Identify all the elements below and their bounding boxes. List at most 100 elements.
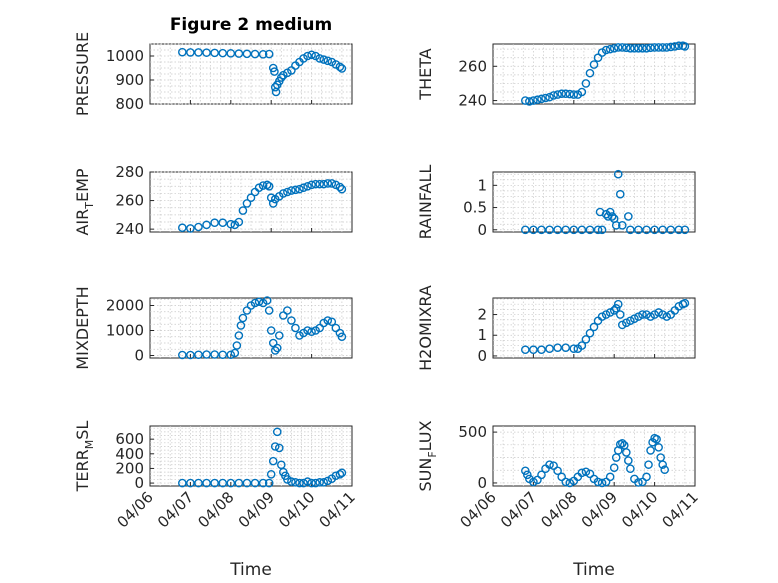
x-tick-label: 04/06 bbox=[114, 488, 157, 531]
data-point bbox=[593, 225, 603, 235]
y-axis-label: MIXDEPTH bbox=[73, 286, 92, 369]
data-point bbox=[178, 350, 187, 360]
y-tick-label: 800 bbox=[115, 95, 144, 113]
data-point bbox=[230, 348, 240, 358]
x-axis-label-right: Time bbox=[572, 560, 615, 580]
data-point bbox=[529, 345, 538, 355]
data-point bbox=[569, 225, 579, 235]
data-point bbox=[287, 316, 296, 325]
subplot-air-temp: 240 260 280 AIRTEMP bbox=[73, 163, 353, 238]
data-point bbox=[605, 44, 615, 54]
data-point bbox=[652, 434, 661, 444]
y-tick-label: 0.5 bbox=[463, 199, 487, 217]
data-point bbox=[533, 475, 542, 485]
data-point bbox=[613, 299, 623, 309]
y-tick-label: 400 bbox=[115, 445, 144, 463]
y-tick-label: 600 bbox=[115, 430, 144, 448]
data-point bbox=[270, 67, 279, 76]
data-point bbox=[272, 343, 282, 353]
data-point bbox=[615, 310, 625, 319]
data-point bbox=[210, 478, 219, 488]
data-point bbox=[650, 43, 659, 52]
data-point bbox=[674, 41, 684, 51]
data-point bbox=[634, 225, 643, 235]
data-point bbox=[561, 89, 571, 99]
data-point bbox=[274, 443, 284, 453]
data-point bbox=[642, 472, 651, 482]
data-point bbox=[262, 180, 272, 190]
x-tick-label: 04/06 bbox=[457, 488, 500, 531]
data-point bbox=[323, 56, 333, 66]
data-point bbox=[589, 322, 599, 332]
data-point bbox=[264, 306, 274, 315]
data-point bbox=[521, 345, 530, 355]
data-point bbox=[268, 456, 278, 466]
data-point bbox=[607, 212, 617, 221]
data-point bbox=[601, 310, 611, 319]
y-axis-label: PRESSURE bbox=[73, 32, 92, 116]
data-point bbox=[234, 49, 244, 58]
data-point bbox=[291, 478, 300, 487]
data-point bbox=[638, 43, 647, 53]
data-point bbox=[276, 73, 286, 82]
data-point bbox=[266, 193, 276, 203]
data-point bbox=[307, 478, 316, 488]
data-point bbox=[264, 49, 274, 59]
data-point bbox=[680, 225, 690, 235]
data-point bbox=[272, 427, 282, 437]
data-point bbox=[210, 350, 219, 359]
data-point bbox=[646, 312, 655, 321]
data-point bbox=[299, 183, 308, 193]
x-tick-label: 04/08 bbox=[194, 488, 237, 531]
data-point bbox=[638, 477, 647, 487]
y-tick-label: 1000 bbox=[106, 322, 144, 340]
data-point bbox=[658, 460, 667, 469]
data-point bbox=[585, 68, 595, 78]
x-axis-label-left: Time bbox=[229, 560, 272, 580]
data-point bbox=[626, 225, 635, 235]
x-tick-label: 04/10 bbox=[618, 488, 661, 531]
data-point bbox=[642, 225, 651, 235]
data-point bbox=[323, 316, 333, 325]
data-point bbox=[270, 346, 280, 355]
data-point bbox=[178, 47, 187, 57]
data-point bbox=[537, 345, 546, 355]
data-point bbox=[307, 50, 316, 60]
data-point bbox=[232, 341, 242, 350]
data-point bbox=[311, 478, 320, 488]
data-point bbox=[622, 318, 631, 328]
data-point bbox=[274, 331, 284, 340]
data-point bbox=[553, 90, 562, 99]
y-tick-label: 1 bbox=[477, 176, 487, 194]
data-point bbox=[250, 49, 260, 59]
y-tick-label: 1 bbox=[477, 326, 487, 344]
data-point bbox=[658, 43, 667, 52]
data-point bbox=[202, 48, 211, 57]
data-point bbox=[238, 313, 248, 323]
data-point bbox=[658, 310, 667, 319]
data-point bbox=[585, 469, 595, 479]
data-point bbox=[266, 326, 276, 335]
data-point bbox=[638, 310, 647, 319]
data-point bbox=[593, 477, 603, 487]
data-point bbox=[630, 43, 639, 53]
data-point bbox=[626, 43, 635, 53]
data-point bbox=[226, 350, 236, 360]
y-axis-label: SUNFLUX bbox=[416, 420, 439, 491]
data-point bbox=[670, 42, 680, 51]
data-point bbox=[646, 43, 655, 53]
data-point bbox=[605, 308, 615, 317]
y-axis-label: RAINFALL bbox=[416, 165, 435, 240]
data-point bbox=[525, 97, 534, 106]
data-point bbox=[291, 323, 300, 333]
data-point bbox=[617, 221, 627, 230]
data-point bbox=[218, 350, 228, 360]
data-point bbox=[541, 93, 550, 103]
data-point bbox=[242, 478, 252, 488]
y-tick-label: 260 bbox=[115, 192, 144, 210]
data-point bbox=[549, 461, 558, 470]
data-point bbox=[617, 320, 627, 330]
data-point bbox=[674, 225, 684, 235]
data-point bbox=[622, 43, 631, 53]
